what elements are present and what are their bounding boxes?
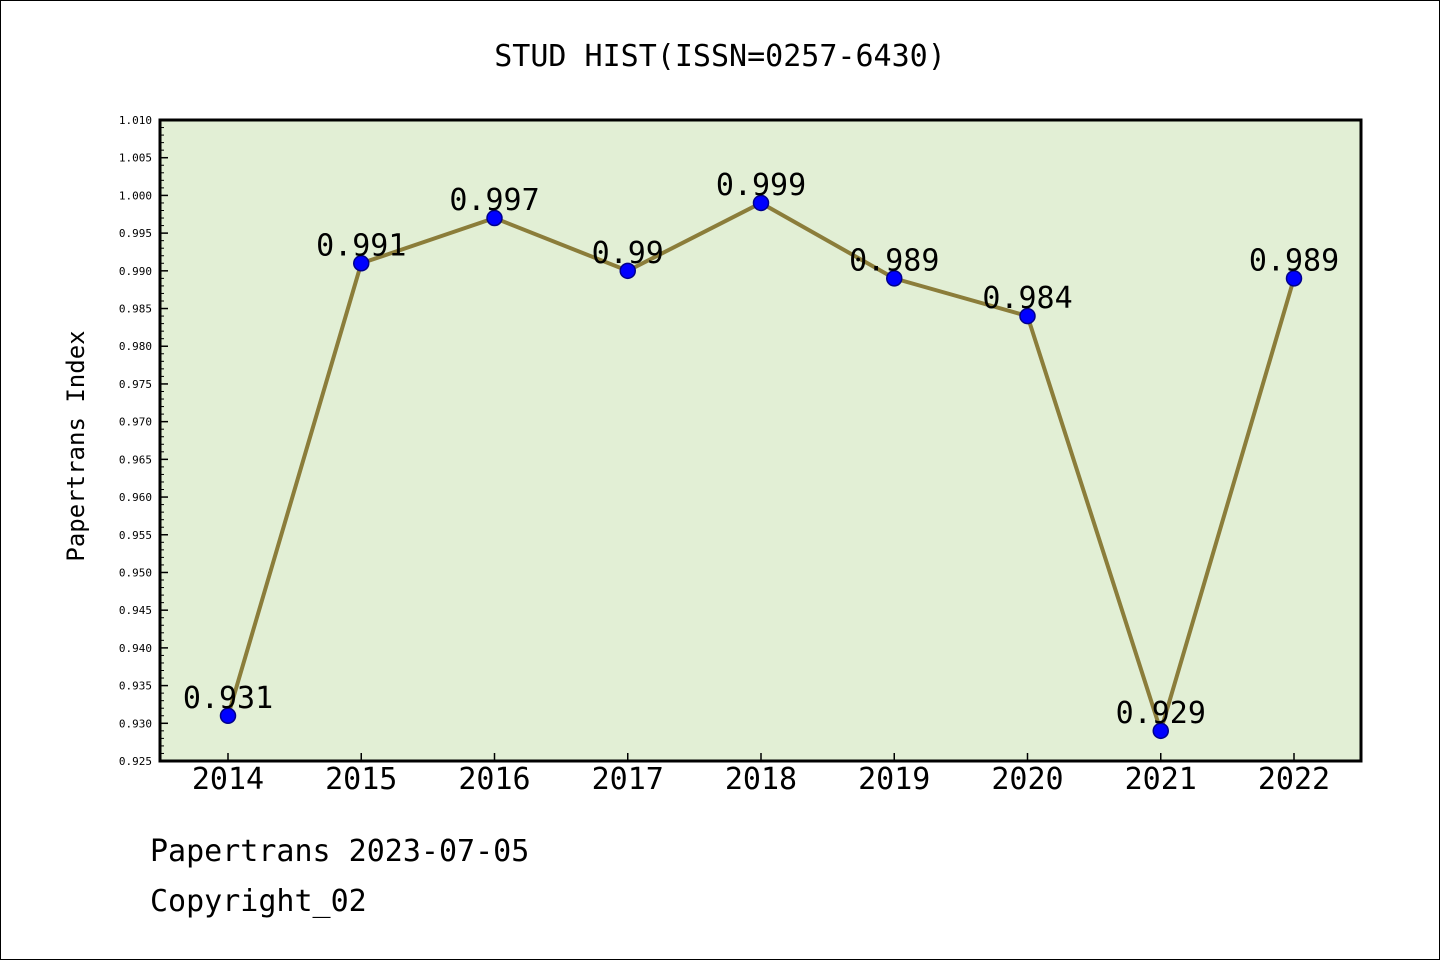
y-tick-label: 0.960 xyxy=(119,491,152,504)
y-tick-label: 0.925 xyxy=(119,755,152,768)
data-label: 0.931 xyxy=(183,681,273,716)
x-tick-label: 2017 xyxy=(592,762,664,797)
data-label: 0.989 xyxy=(849,243,939,278)
data-label: 0.929 xyxy=(1116,696,1206,731)
x-tick-label: 2015 xyxy=(325,762,397,797)
y-tick-label: 0.980 xyxy=(119,340,152,353)
data-markers xyxy=(219,194,1303,740)
data-label: 0.997 xyxy=(449,183,539,218)
data-point xyxy=(353,255,370,272)
footer-date: Papertrans 2023-07-05 xyxy=(150,834,530,869)
x-tick-label: 2016 xyxy=(458,762,530,797)
y-tick-label: 0.985 xyxy=(119,303,152,316)
data-point xyxy=(486,209,503,227)
data-label: 0.99 xyxy=(592,236,664,271)
x-tick-label: 2019 xyxy=(858,762,930,797)
x-tick-label: 2014 xyxy=(192,762,264,797)
y-tick-label: 0.975 xyxy=(119,378,152,391)
x-tick-label: 2018 xyxy=(725,762,797,797)
y-tick-label: 1.000 xyxy=(119,189,152,202)
y-axis-ticks: 0.925 0.930 0.935 0.940 0.945 0.950 0.955 0.960… xyxy=(119,114,168,768)
y-tick-label: 0.965 xyxy=(119,453,152,466)
x-tick-label: 2021 xyxy=(1125,762,1197,797)
y-tick-label: 0.970 xyxy=(119,416,152,429)
y-tick-label: 0.990 xyxy=(119,265,152,278)
chart-title: STUD HIST(ISSN=0257-6430) xyxy=(494,39,946,74)
data-point xyxy=(752,194,770,212)
data-point xyxy=(1152,722,1169,740)
data-label: 0.991 xyxy=(316,228,406,263)
y-tick-label: 0.950 xyxy=(119,566,152,579)
y-tick-label: 0.945 xyxy=(119,604,152,617)
y-tick-label: 1.005 xyxy=(119,152,152,165)
x-tick-label: 2022 xyxy=(1258,762,1330,797)
data-point xyxy=(1285,270,1303,287)
footer-copyright: Copyright_02 xyxy=(150,884,367,919)
data-label: 0.984 xyxy=(982,281,1072,316)
data-label: 0.999 xyxy=(716,168,806,203)
y-tick-label: 0.930 xyxy=(119,717,152,730)
y-tick-label: 0.935 xyxy=(119,680,152,693)
data-point xyxy=(219,707,237,725)
plot-area xyxy=(158,118,1363,763)
y-tick-label: 0.955 xyxy=(119,529,152,542)
data-point xyxy=(1019,307,1036,325)
y-axis-label: Papertrans Index xyxy=(62,330,90,561)
x-axis-ticks: 2014 2015 2016 2017 2018 2019 2020 2021 2022 xyxy=(192,753,1330,797)
y-tick-label: 0.940 xyxy=(119,642,152,655)
x-tick-label: 2020 xyxy=(991,762,1063,797)
data-point xyxy=(619,262,636,280)
data-labels: 0.931 0.991 0.997 0.99 0.999 0.989 0.984 0.929 0… xyxy=(183,168,1339,731)
y-tick-label: 0.995 xyxy=(119,227,152,240)
data-label: 0.989 xyxy=(1249,243,1339,278)
y-tick-label: 1.010 xyxy=(119,114,152,127)
data-point xyxy=(886,270,903,287)
